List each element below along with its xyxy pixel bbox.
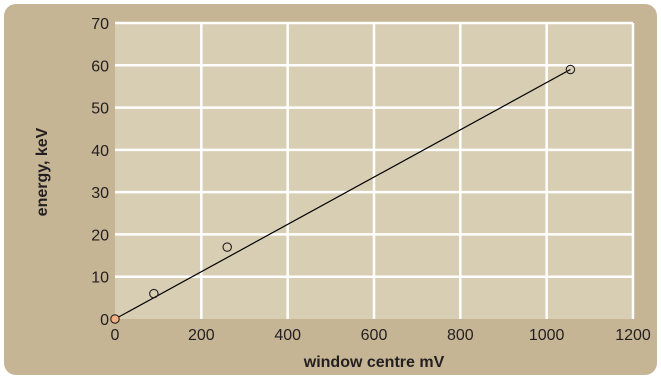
x-tick-label: 600 <box>361 327 388 344</box>
y-tick-label: 0 <box>100 312 109 329</box>
data-point <box>149 288 159 299</box>
y-tick-label: 20 <box>91 227 109 244</box>
grid <box>115 21 635 319</box>
x-tick-label: 400 <box>274 327 301 344</box>
x-tick-labels: 0 200 400 600 800 1000 1200 <box>111 327 651 344</box>
y-tick-label: 50 <box>91 101 109 118</box>
origin-point <box>110 314 120 324</box>
data-point <box>222 242 232 252</box>
y-tick-label: 10 <box>91 270 109 287</box>
x-axis-title: window centre mV <box>303 354 445 371</box>
data-point <box>565 64 576 75</box>
fit-line <box>114 68 571 320</box>
x-tick-label: 800 <box>447 327 474 344</box>
x-tick-label: 1200 <box>615 327 651 344</box>
y-tick-label: 40 <box>91 143 109 160</box>
y-tick-label: 70 <box>91 16 109 33</box>
y-tick-labels: 0 10 20 30 40 50 60 70 <box>91 16 109 329</box>
y-axis-title: energy, keV <box>34 127 51 216</box>
x-tick-label: 1000 <box>529 327 565 344</box>
series <box>110 64 576 324</box>
y-tick-label: 30 <box>91 185 109 202</box>
x-tick-label: 0 <box>111 327 120 344</box>
x-tick-label: 200 <box>188 327 215 344</box>
y-tick-label: 60 <box>91 58 109 75</box>
